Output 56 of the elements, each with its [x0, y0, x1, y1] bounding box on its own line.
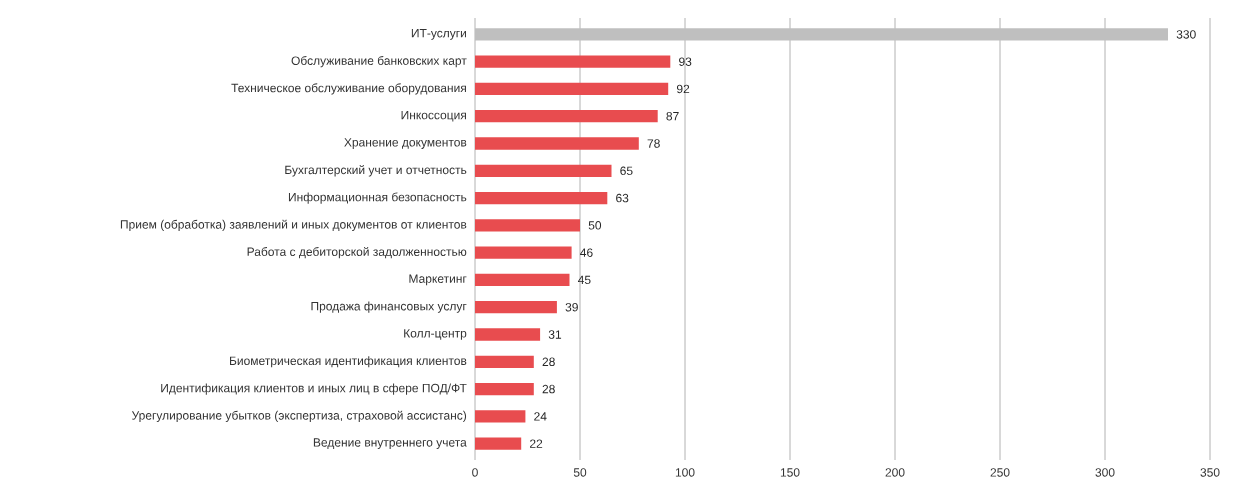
x-tick-label: 150	[780, 468, 800, 477]
bar	[475, 246, 572, 259]
bar	[475, 137, 639, 150]
y-tick-label: Прием (обработка) заявлений и иных документов от клиентов	[120, 219, 467, 232]
bar	[475, 301, 557, 314]
data-label: 330	[1176, 30, 1196, 39]
y-tick-label: Колл-центр	[404, 329, 467, 340]
data-label: 93	[679, 57, 692, 66]
y-tick-label: Работа с дебиторской задолженностью	[247, 246, 467, 259]
bar	[475, 219, 580, 232]
x-tick-label: 50	[573, 468, 587, 477]
bar	[475, 82, 669, 96]
data-label: 22	[530, 439, 543, 448]
data-label: 24	[534, 412, 547, 421]
y-tick-label: Урегулирование убытков (экспертиза, страховой ассистанс)	[131, 410, 467, 423]
data-label: 92	[676, 84, 690, 94]
x-tick-label: 350	[1200, 468, 1220, 477]
data-label: 63	[616, 193, 629, 203]
data-label: 65	[620, 166, 633, 176]
bar	[475, 382, 534, 396]
y-tick-label: Бухгалтерский учет и отчетность	[285, 165, 467, 177]
data-label: 87	[666, 111, 679, 121]
x-tick-label: 200	[885, 468, 905, 477]
data-label: 46	[580, 248, 593, 257]
bar	[475, 328, 541, 341]
bar	[475, 410, 526, 423]
x-tick-label: 100	[675, 468, 695, 477]
x-tick-label: 300	[1095, 468, 1115, 477]
x-tick-label: 250	[990, 468, 1010, 477]
bar	[475, 110, 658, 123]
data-label: 50	[588, 221, 602, 230]
y-tick-label: Биометрическая идентификация клиентов	[230, 356, 467, 368]
y-tick-label: Ведение внутреннего учета	[313, 438, 467, 449]
data-label: 28	[542, 384, 555, 394]
data-label: 78	[647, 139, 660, 148]
bar	[475, 355, 534, 368]
data-label: 39	[565, 302, 578, 312]
y-tick-label: Маркетинг	[409, 274, 467, 286]
y-tick-label: Инкоссоция	[401, 110, 466, 122]
y-tick-label: Техническое обслуживание оборудования	[231, 83, 466, 95]
y-tick-label: Хранение документов	[344, 138, 467, 149]
y-tick-label: Продажа финансовых услуг	[311, 301, 467, 313]
x-tick-label: 0	[472, 468, 478, 477]
y-tick-label: Идентификация клиентов и иных лиц в сфере ПОД/ФТ	[161, 383, 467, 395]
bar	[475, 164, 612, 177]
data-label: 31	[548, 330, 562, 339]
bar	[475, 437, 522, 450]
bar	[475, 28, 1169, 41]
bar	[475, 273, 570, 287]
data-label: 45	[577, 275, 591, 285]
y-tick-label: Информационная безопасность	[288, 192, 467, 204]
bar	[475, 191, 608, 205]
data-label: 28	[542, 357, 555, 367]
y-tick-label: Обслуживание банковских карт	[291, 56, 467, 68]
y-tick-label: ИТ-услуги	[411, 29, 466, 40]
bar	[475, 55, 671, 68]
